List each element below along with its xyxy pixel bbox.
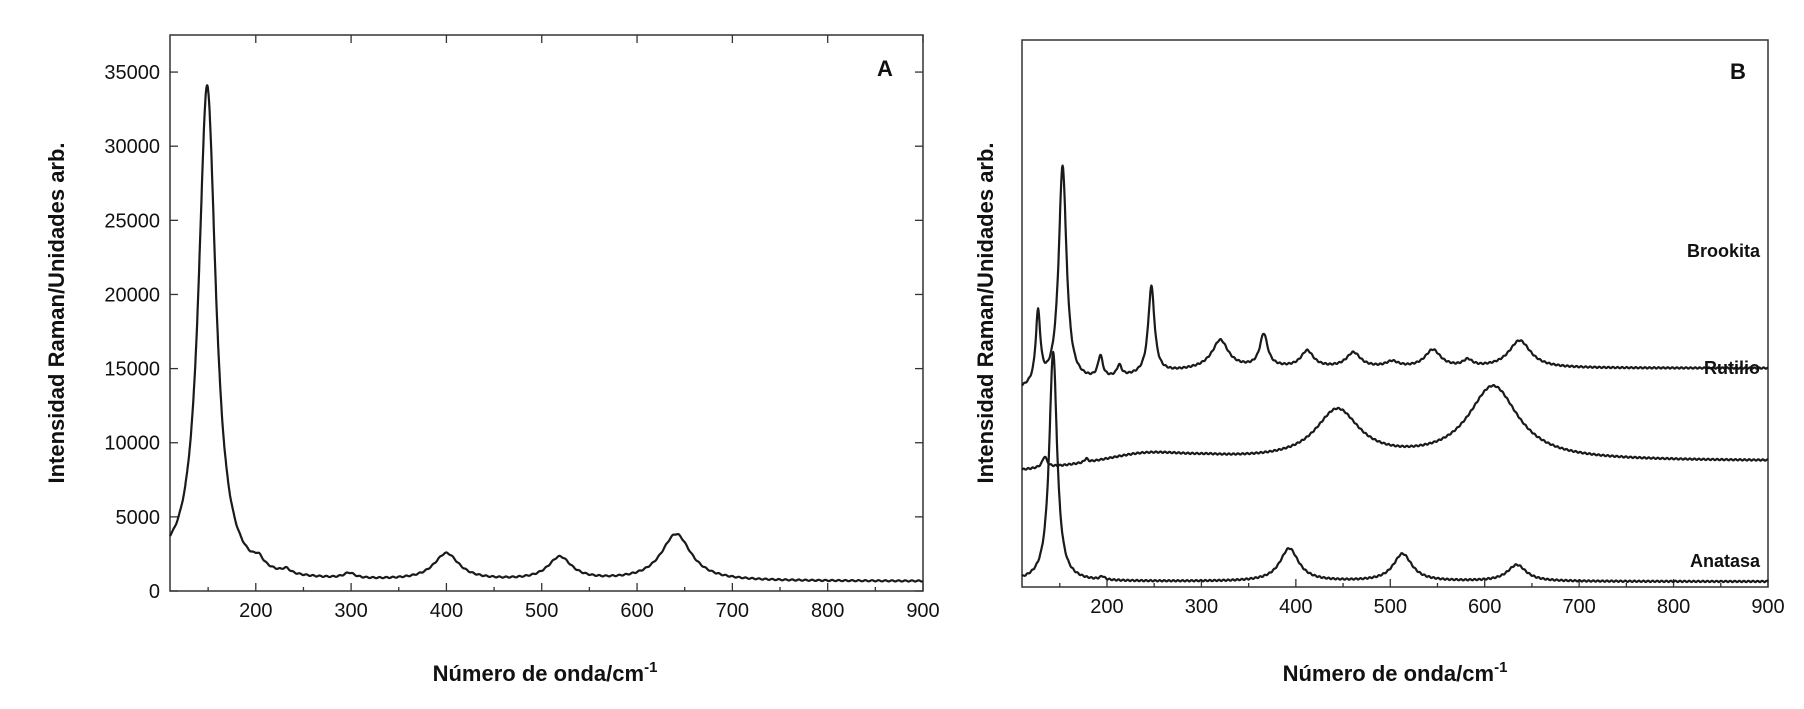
- panel-a-y-tick-label: 10000: [104, 433, 160, 455]
- panel-a-y-tick-label: 25000: [104, 210, 160, 232]
- panel-a-x-tick-label: 800: [811, 600, 844, 622]
- panel-b-x-tick-label: 500: [1374, 596, 1407, 618]
- spectrum-line-brookita: [1021, 164, 1769, 387]
- panel-a-x-axis-unit: /cm: [606, 661, 644, 686]
- panel-b-chart: 200 300 400 500 600 700 800 900 B Brookita Ruti…: [973, 39, 1785, 686]
- panel-b-x-tick-label: 600: [1468, 596, 1501, 618]
- series-label-brookita: Brookita: [1687, 241, 1761, 261]
- panel-b-axes: 200 300 400 500 600 700 800 900: [1059, 579, 1785, 618]
- panel-b-x-tick-label: 400: [1279, 596, 1312, 618]
- series-label-rutilio: Rutilio: [1704, 358, 1760, 378]
- panel-b-x-axis-title-text: Número de onda: [1283, 661, 1457, 686]
- panel-b-x-tick-label: 900: [1751, 596, 1784, 618]
- panel-a-x-tick-label: 400: [430, 600, 463, 622]
- series-label-anatasa: Anatasa: [1690, 551, 1761, 571]
- panel-b-spectra: [1021, 164, 1769, 584]
- panel-b-letter: B: [1730, 59, 1746, 84]
- panel-b-x-axis-title: Número de onda/cm-1: [1283, 659, 1508, 686]
- panel-a-x-axis-title: Número de onda/cm-1: [433, 659, 658, 686]
- panel-a-y-axis-title: Intensidad Raman/Unidades arb.: [44, 142, 69, 483]
- panel-a-y-tick-label: 30000: [104, 136, 160, 158]
- panel-a-y-tick-label: 5000: [116, 507, 161, 529]
- panel-a-y-tick-label: 15000: [104, 359, 160, 381]
- panel-b-x-tick-label: 200: [1090, 596, 1123, 618]
- panel-a-chart: 200 300 400 500 600 700 800 900 0 5000 10000 15000 2…: [44, 34, 940, 686]
- panel-b-x-axis-exponent: -1: [1494, 659, 1507, 676]
- panel-a-spectrum-line: [169, 84, 924, 583]
- panel-a-x-tick-label: 600: [620, 600, 653, 622]
- panel-a-x-tick-label: 700: [716, 600, 749, 622]
- spectrum-line-anatasa: [1021, 350, 1769, 584]
- panel-a-plot-frame: [169, 34, 924, 592]
- panel-b-x-tick-label: 700: [1562, 596, 1595, 618]
- panel-a-x-tick-label: 900: [906, 600, 939, 622]
- panel-b-x-tick-label: 300: [1185, 596, 1218, 618]
- panel-b-x-tick-label: 800: [1657, 596, 1690, 618]
- panel-a-x-axis-exponent: -1: [644, 659, 657, 676]
- panel-a-x-tick-label: 300: [334, 600, 367, 622]
- panel-b-x-axis-unit: /cm: [1456, 661, 1494, 686]
- panel-a-y-tick-label: 0: [149, 581, 160, 603]
- panel-a-x-tick-label: 200: [239, 600, 272, 622]
- panel-a-axes: 200 300 400 500 600 700 800 900 0 5000 10000 15000 2…: [104, 35, 940, 622]
- panel-a-letter: A: [877, 56, 893, 81]
- panel-a-x-axis-title-text: Número de onda: [433, 661, 607, 686]
- panel-a-x-tick-label: 500: [525, 600, 558, 622]
- panel-a-y-tick-label: 20000: [104, 284, 160, 306]
- panel-b-plot-frame: [1021, 39, 1769, 588]
- panel-b-y-axis-title: Intensidad Raman/Unidades arb.: [973, 142, 998, 483]
- spectrum-line-rutilio: [1021, 384, 1769, 471]
- panel-a-y-tick-label: 35000: [104, 62, 160, 84]
